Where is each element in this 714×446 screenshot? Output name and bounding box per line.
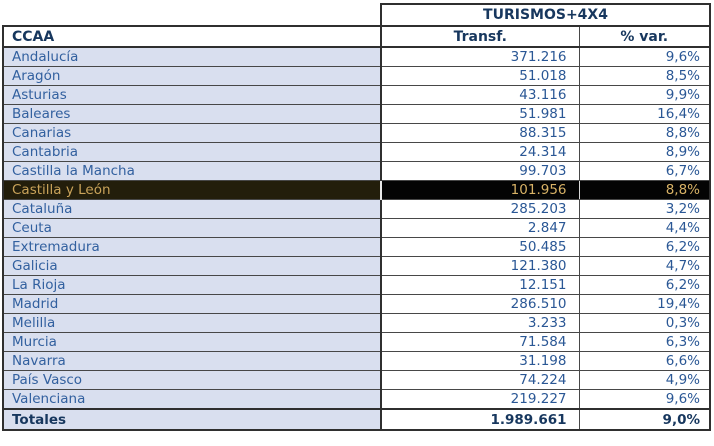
table-row: Baleares 51.981 16,4% — [2, 104, 711, 124]
ccaa-cell: Melilla — [2, 313, 382, 333]
table-body: Andalucía 371.216 9,6% Aragón 51.018 8,5… — [2, 46, 711, 410]
group-header-turismos: TURISMOS+4X4 — [380, 3, 711, 27]
group-header-row: TURISMOS+4X4 — [3, 3, 711, 27]
table-row: Melilla 3.233 0,3% — [2, 313, 711, 333]
ccaa-cell: Aragón — [2, 66, 382, 86]
ccaa-cell: Madrid — [2, 294, 382, 314]
transf-cell: 101.956 — [381, 180, 580, 200]
ccaa-cell: Asturias — [2, 85, 382, 105]
transf-cell: 12.151 — [381, 275, 580, 295]
transf-cell: 88.315 — [381, 123, 580, 143]
var-cell: 0,3% — [579, 313, 711, 333]
table-row: Madrid 286.510 19,4% — [2, 294, 711, 314]
table-footer: Totales 1.989.661 9,0% — [2, 408, 711, 431]
transf-cell: 43.116 — [381, 85, 580, 105]
table-row: Andalucía 371.216 9,6% — [2, 46, 711, 67]
table-row: Asturias 43.116 9,9% — [2, 85, 711, 105]
ccaa-cell: País Vasco — [2, 370, 382, 390]
ccaa-cell: Castilla y León — [2, 180, 382, 200]
transf-cell: 371.216 — [381, 46, 580, 67]
var-cell: 8,9% — [579, 142, 711, 162]
table-row: Extremadura 50.485 6,2% — [2, 237, 711, 257]
table-row: Ceuta 2.847 4,4% — [2, 218, 711, 238]
totals-var-value: 9,0% — [579, 408, 711, 431]
ccaa-cell: Cataluña — [2, 199, 382, 219]
table-row: Galicia 121.380 4,7% — [2, 256, 711, 276]
transf-cell: 121.380 — [381, 256, 580, 276]
transf-cell: 285.203 — [381, 199, 580, 219]
table-row: Castilla la Mancha 99.703 6,7% — [2, 161, 711, 181]
totals-label: Totales — [2, 408, 382, 431]
var-cell: 16,4% — [579, 104, 711, 124]
table-row: País Vasco 74.224 4,9% — [2, 370, 711, 390]
col-header-transf: Transf. — [381, 25, 580, 48]
ccaa-cell: Extremadura — [2, 237, 382, 257]
var-cell: 6,6% — [579, 351, 711, 371]
transf-cell: 51.981 — [381, 104, 580, 124]
var-cell: 4,9% — [579, 370, 711, 390]
page: TURISMOS+4X4 CCAA Transf. % var. Andaluc… — [0, 3, 714, 446]
transf-cell: 24.314 — [381, 142, 580, 162]
var-cell: 8,8% — [579, 180, 711, 200]
var-cell: 6,2% — [579, 275, 711, 295]
table-row: Cantabria 24.314 8,9% — [2, 142, 711, 162]
var-cell: 9,6% — [579, 389, 711, 410]
col-header-ccaa: CCAA — [2, 25, 382, 48]
ccaa-cell: Baleares — [2, 104, 382, 124]
var-cell: 8,5% — [579, 66, 711, 86]
ccaa-cell: Cantabria — [2, 142, 382, 162]
var-cell: 6,2% — [579, 237, 711, 257]
var-cell: 8,8% — [579, 123, 711, 143]
table-row: Aragón 51.018 8,5% — [2, 66, 711, 86]
ccaa-cell: Canarias — [2, 123, 382, 143]
table-row: Navarra 31.198 6,6% — [2, 351, 711, 371]
corner-cell — [3, 4, 381, 26]
var-cell: 4,4% — [579, 218, 711, 238]
table-row: Cataluña 285.203 3,2% — [2, 199, 711, 219]
table-header: TURISMOS+4X4 CCAA Transf. % var. — [2, 3, 711, 48]
var-cell: 4,7% — [579, 256, 711, 276]
transf-cell: 50.485 — [381, 237, 580, 257]
var-cell: 19,4% — [579, 294, 711, 314]
totals-row: Totales 1.989.661 9,0% — [2, 408, 711, 431]
transf-cell: 286.510 — [381, 294, 580, 314]
transf-cell: 2.847 — [381, 218, 580, 238]
table-row: La Rioja 12.151 6,2% — [2, 275, 711, 295]
transf-cell: 71.584 — [381, 332, 580, 352]
ccaa-cell: Navarra — [2, 351, 382, 371]
ccaa-cell: Valenciana — [2, 389, 382, 410]
col-header-var: % var. — [579, 25, 711, 48]
transf-cell: 3.233 — [381, 313, 580, 333]
transf-cell: 51.018 — [381, 66, 580, 86]
table-row-highlighted: Castilla y León 101.956 8,8% — [2, 180, 711, 200]
transf-cell: 219.227 — [381, 389, 580, 410]
ccaa-cell: Ceuta — [2, 218, 382, 238]
ccaa-cell: Murcia — [2, 332, 382, 352]
var-cell: 6,3% — [579, 332, 711, 352]
var-cell: 9,6% — [579, 46, 711, 67]
transfers-table: TURISMOS+4X4 CCAA Transf. % var. Andaluc… — [2, 3, 711, 431]
column-header-row: CCAA Transf. % var. — [2, 25, 711, 48]
table-row: Canarias 88.315 8,8% — [2, 123, 711, 143]
table-row: Valenciana 219.227 9,6% — [2, 389, 711, 410]
var-cell: 9,9% — [579, 85, 711, 105]
ccaa-cell: Castilla la Mancha — [2, 161, 382, 181]
var-cell: 6,7% — [579, 161, 711, 181]
transf-cell: 74.224 — [381, 370, 580, 390]
ccaa-cell: La Rioja — [2, 275, 382, 295]
ccaa-cell: Andalucía — [2, 46, 382, 67]
transf-cell: 31.198 — [381, 351, 580, 371]
transf-cell: 99.703 — [381, 161, 580, 181]
var-cell: 3,2% — [579, 199, 711, 219]
totals-transf-value: 1.989.661 — [381, 408, 580, 431]
ccaa-cell: Galicia — [2, 256, 382, 276]
table-row: Murcia 71.584 6,3% — [2, 332, 711, 352]
